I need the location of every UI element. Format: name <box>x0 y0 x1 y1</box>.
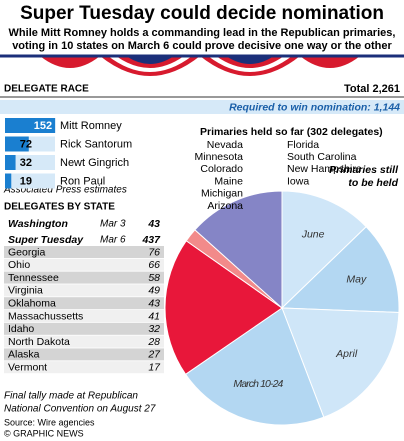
bar <box>5 118 56 133</box>
pie-slice <box>281 307 400 418</box>
state-name: North Dakota <box>8 336 70 348</box>
bar <box>5 136 29 152</box>
delegate-count: 152 <box>34 120 52 132</box>
subtitle: voting in 10 states on March 6 could pro… <box>12 40 392 52</box>
bar <box>5 155 16 170</box>
event-name: Washington <box>8 218 68 230</box>
candidate-name: Newt Gingrich <box>60 157 129 169</box>
state-delegates: 58 <box>148 272 160 284</box>
remaining-label: to be held <box>348 177 398 189</box>
row-bg <box>4 335 164 348</box>
slice-label: May <box>346 273 367 285</box>
footnote: Final tally made at Republican <box>4 391 138 402</box>
title: Super Tuesday could decide nomination <box>20 3 384 24</box>
state-name: Ohio <box>8 259 30 271</box>
state-delegates: 28 <box>147 336 160 348</box>
held-state: Colorado <box>200 163 243 175</box>
event-name: Super Tuesday <box>8 234 84 246</box>
state-name: Alaska <box>8 349 40 361</box>
row-bg <box>4 322 164 335</box>
candidate-name: Rick Santorum <box>60 138 132 150</box>
credit: © GRAPHIC NEWS <box>4 428 84 438</box>
state-delegates: 49 <box>148 285 160 297</box>
pie <box>164 190 400 426</box>
section-label: DELEGATE RACE <box>4 84 89 95</box>
held-state: Florida <box>287 139 319 151</box>
delegate-count: 32 <box>20 157 32 169</box>
bar-track <box>5 173 55 189</box>
event-delegates: 437 <box>141 234 161 246</box>
pie-slice <box>194 190 283 310</box>
required: Required to win nomination: 1,144 <box>229 101 400 113</box>
section-label: DELEGATES BY STATE <box>4 202 115 213</box>
event-date: Mar 6 <box>100 235 126 246</box>
state-name: Massachussetts <box>8 310 83 322</box>
source: Source: Wire agencies <box>4 417 95 427</box>
held-state: South Carolina <box>287 151 357 163</box>
row-bg <box>4 310 164 322</box>
held-state: Minnesota <box>195 151 244 163</box>
candidate-name: Ron Paul <box>60 175 105 187</box>
state-name: Virginia <box>8 285 43 297</box>
row-bg <box>4 284 164 297</box>
state-name: Oklahoma <box>8 297 56 309</box>
total: Total 2,261 <box>344 83 400 95</box>
row-bg <box>4 361 164 374</box>
held-state: Arizona <box>207 200 243 212</box>
held-state: Michigan <box>201 188 243 200</box>
held-state: Maine <box>214 175 243 187</box>
state-delegates: 43 <box>148 297 160 309</box>
state-delegates: 76 <box>148 246 160 258</box>
row-bg <box>4 297 164 310</box>
required-band <box>0 100 404 114</box>
state-delegates: 41 <box>148 310 160 322</box>
delegate-count: 19 <box>20 175 32 187</box>
remaining-label: Primaries still <box>329 164 399 176</box>
note: Associated Press estimates <box>3 185 127 196</box>
pie-slice <box>281 190 367 310</box>
row-bg <box>4 348 164 361</box>
state-name: Tennessee <box>8 272 59 284</box>
state-name: Vermont <box>8 361 47 373</box>
state-delegates: 27 <box>147 349 161 361</box>
footnote: National Convention on August 27 <box>4 404 156 415</box>
held-state: Iowa <box>287 175 309 187</box>
state-delegates: 66 <box>148 259 160 271</box>
bar <box>5 173 12 189</box>
row-bg <box>4 258 164 271</box>
held-state: Nevada <box>207 139 243 151</box>
state-name: Idaho <box>8 323 34 335</box>
slice-label: March 10-24 <box>233 378 283 390</box>
event-date: Mar 3 <box>100 219 126 230</box>
bar-track <box>5 155 55 170</box>
state-delegates: 32 <box>148 323 160 335</box>
state-delegates: 17 <box>148 361 161 373</box>
delegate-count: 72 <box>20 138 32 150</box>
pie-slice <box>164 240 283 375</box>
state-name: Georgia <box>8 246 46 258</box>
candidate-name: Mitt Romney <box>60 120 122 132</box>
event-delegates: 43 <box>147 218 160 230</box>
held-label: Primaries held so far (302 delegates) <box>200 126 383 138</box>
row-bg <box>4 271 164 284</box>
held-state: New Hampshire <box>287 163 362 175</box>
pie-slice <box>280 226 400 313</box>
pie-slice <box>184 307 325 426</box>
slice-label: June <box>301 229 325 241</box>
row-bg <box>4 246 164 258</box>
subtitle: While Mitt Romney holds a commanding lea… <box>9 27 396 39</box>
bunting <box>0 54 404 76</box>
slice-label: April <box>335 348 358 360</box>
